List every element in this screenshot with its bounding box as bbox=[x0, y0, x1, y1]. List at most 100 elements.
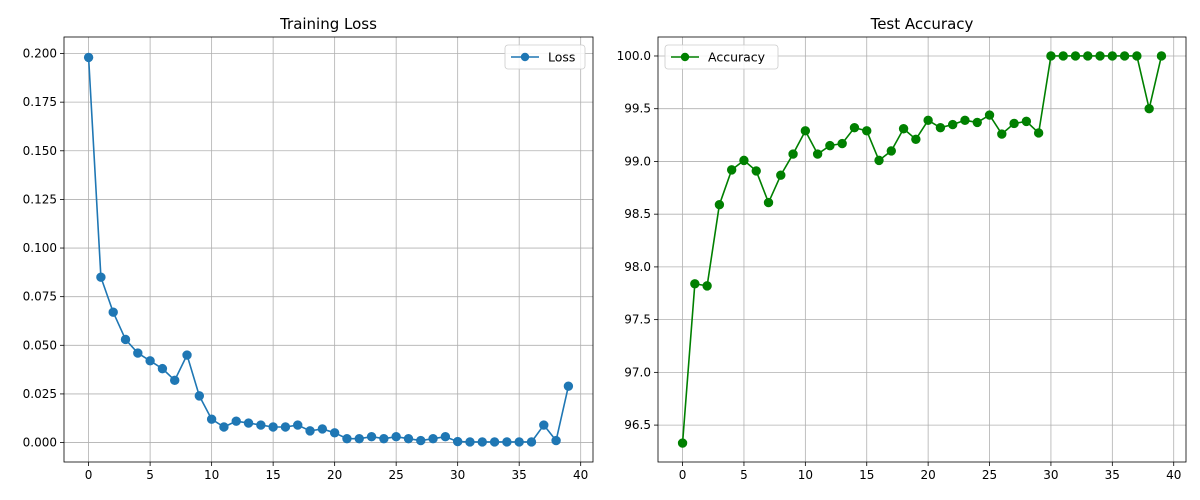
data-point bbox=[997, 129, 1007, 139]
data-point bbox=[551, 435, 561, 446]
x-tick-label: 15 bbox=[265, 468, 280, 482]
y-tick-label: 0.175 bbox=[23, 95, 57, 109]
data-point bbox=[489, 437, 500, 447]
y-tick-label: 97.5 bbox=[624, 313, 651, 327]
legend-box bbox=[504, 44, 586, 70]
y-tick-label: 99.5 bbox=[624, 102, 651, 116]
data-point bbox=[726, 165, 737, 175]
chart-0: 0 5 10 15 20 25 30 35 40 0.000 0.025 0.050 0.075 0.10… bbox=[23, 15, 594, 482]
data-point bbox=[317, 424, 328, 434]
axes-frame bbox=[63, 36, 594, 463]
data-point bbox=[514, 437, 524, 447]
data-point bbox=[354, 433, 364, 444]
data-point bbox=[690, 279, 700, 289]
data-point bbox=[219, 422, 229, 432]
data-point bbox=[108, 307, 118, 317]
data-point bbox=[825, 140, 835, 151]
data-point bbox=[1083, 51, 1093, 61]
y-tick-label: 98.0 bbox=[624, 260, 651, 274]
x-tick-label: 25 bbox=[982, 468, 997, 482]
x-tick-label: 10 bbox=[204, 468, 219, 482]
data-point bbox=[133, 348, 143, 358]
data-point bbox=[539, 420, 549, 430]
data-point bbox=[837, 138, 847, 149]
data-point bbox=[1070, 51, 1081, 61]
data-point bbox=[206, 414, 217, 424]
data-point bbox=[862, 126, 872, 136]
y-tick-label: 0.200 bbox=[23, 47, 57, 61]
data-point bbox=[1021, 116, 1032, 127]
x-tick-label: 5 bbox=[740, 468, 748, 482]
legend: Loss bbox=[504, 44, 586, 70]
data-point bbox=[1058, 51, 1068, 61]
y-tick-label: 98.5 bbox=[624, 207, 651, 221]
data-point bbox=[1095, 51, 1105, 61]
data-point bbox=[428, 433, 438, 444]
legend-label: Accuracy bbox=[708, 50, 766, 65]
x-tick-label: 15 bbox=[859, 468, 874, 482]
data-point bbox=[194, 391, 205, 401]
legend-swatch-marker bbox=[680, 52, 690, 62]
data-point bbox=[170, 375, 180, 386]
x-tick-label: 20 bbox=[327, 468, 342, 482]
data-point bbox=[849, 122, 860, 133]
data-point bbox=[416, 435, 426, 446]
data-point bbox=[739, 155, 749, 166]
data-point bbox=[1033, 128, 1044, 138]
data-point bbox=[391, 432, 401, 442]
data-point bbox=[1119, 51, 1130, 61]
data-point bbox=[1144, 104, 1154, 114]
y-tick-label: 99.0 bbox=[624, 154, 651, 168]
x-tick-label: 35 bbox=[1105, 468, 1120, 482]
data-point bbox=[1156, 51, 1167, 61]
series-line bbox=[681, 55, 1163, 444]
data-point bbox=[911, 134, 921, 144]
x-tick-label: 30 bbox=[450, 468, 465, 482]
data-point bbox=[1046, 51, 1056, 61]
data-point bbox=[677, 438, 688, 448]
data-point bbox=[714, 199, 725, 210]
data-point bbox=[898, 124, 909, 134]
legend-box bbox=[664, 44, 779, 70]
data-point bbox=[83, 52, 94, 63]
data-point bbox=[379, 433, 389, 444]
data-point bbox=[1107, 51, 1118, 61]
data-point bbox=[812, 149, 823, 159]
data-point bbox=[145, 356, 155, 366]
data-point bbox=[800, 126, 811, 136]
data-point bbox=[477, 437, 487, 447]
data-point bbox=[874, 155, 884, 166]
data-point bbox=[776, 170, 786, 180]
data-point bbox=[182, 350, 192, 360]
data-point bbox=[972, 117, 982, 128]
legend: Accuracy bbox=[664, 44, 779, 70]
data-point bbox=[268, 422, 278, 432]
data-point bbox=[157, 363, 168, 374]
data-point bbox=[403, 433, 414, 444]
legend-label: Loss bbox=[548, 50, 575, 65]
x-tick-label: 0 bbox=[85, 468, 93, 482]
x-tick-label: 20 bbox=[920, 468, 935, 482]
data-point bbox=[935, 122, 946, 133]
y-tick-label: 100.0 bbox=[617, 49, 651, 63]
x-tick-label: 40 bbox=[1166, 468, 1181, 482]
data-point bbox=[960, 115, 970, 126]
data-point bbox=[751, 166, 761, 176]
data-point bbox=[329, 428, 340, 438]
data-point bbox=[526, 437, 537, 447]
y-tick-label: 0.125 bbox=[23, 192, 57, 206]
y-tick-label: 96.5 bbox=[624, 418, 651, 432]
data-point bbox=[342, 433, 352, 444]
x-tick-label: 25 bbox=[389, 468, 404, 482]
data-point bbox=[440, 432, 451, 442]
data-point bbox=[947, 119, 958, 130]
x-tick-label: 10 bbox=[798, 468, 813, 482]
data-point bbox=[702, 281, 712, 291]
data-point bbox=[96, 272, 106, 282]
data-point bbox=[256, 420, 266, 430]
x-tick-label: 35 bbox=[512, 468, 527, 482]
data-point bbox=[886, 146, 897, 156]
data-point bbox=[1132, 51, 1142, 61]
data-point bbox=[452, 436, 463, 447]
